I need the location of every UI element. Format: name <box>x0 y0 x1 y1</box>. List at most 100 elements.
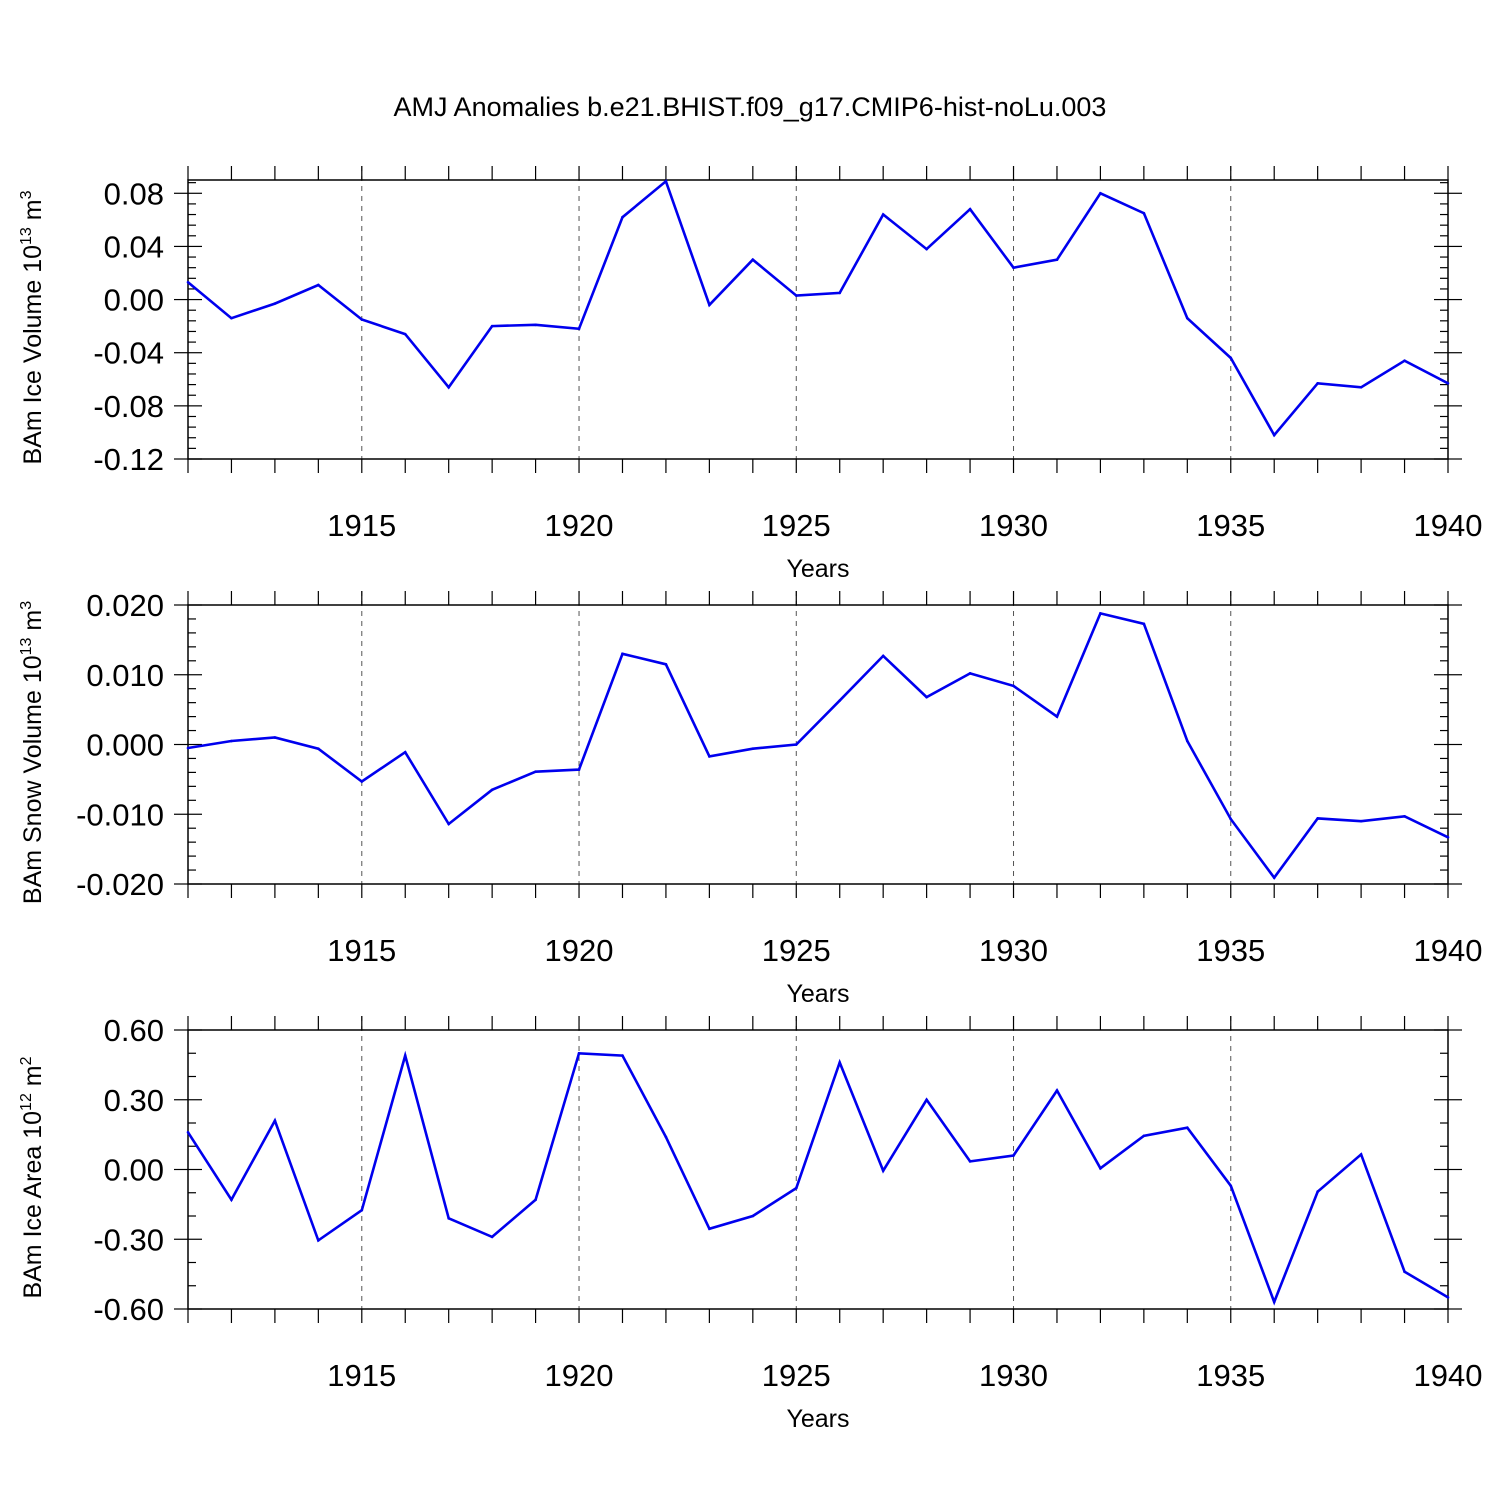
data-point <box>317 747 320 750</box>
y-tick-label: -0.30 <box>93 1222 164 1257</box>
series-line-1 <box>187 179 1449 438</box>
data-point <box>577 1051 581 1055</box>
x-tick-label: 1920 <box>545 508 614 543</box>
x-axis-label: Years <box>786 980 849 1008</box>
data-point <box>360 1208 364 1212</box>
data-point <box>968 1160 972 1163</box>
chart-title: AMJ Anomalies b.e21.BHIST.f09_g17.CMIP6-… <box>394 92 1107 122</box>
x-tick-label: 1940 <box>1414 1358 1483 1393</box>
data-point <box>925 1098 928 1102</box>
data-point <box>1099 191 1102 195</box>
x-axis-label: Years <box>786 1405 849 1433</box>
data-point <box>490 1235 494 1239</box>
data-point <box>1055 1089 1059 1092</box>
y-tick-label: -0.60 <box>93 1292 164 1327</box>
data-point <box>490 788 494 792</box>
data-point <box>186 281 190 284</box>
data-point <box>186 1131 190 1134</box>
panels: 0.08 0.04 0.00 -0.04 -0.08 -0.12 1915 1920 1925 1… <box>18 166 1482 1433</box>
data-point <box>1403 359 1406 362</box>
data-point <box>708 303 711 307</box>
data-point <box>664 662 668 666</box>
x-tick-label: 1925 <box>762 933 831 968</box>
data-point <box>1272 876 1276 880</box>
data-point <box>230 316 233 320</box>
y-tick-label: -0.010 <box>76 797 164 832</box>
data-point <box>447 822 450 826</box>
x-tick-label: 1925 <box>762 1358 831 1393</box>
data-point <box>186 746 190 750</box>
data-point <box>403 332 407 336</box>
data-point <box>1446 835 1450 839</box>
panel-2: 0.020 0.010 0.000 -0.010 -0.020 1915 1920 1925 1… <box>18 588 1482 1008</box>
data-point <box>925 247 928 251</box>
data-point <box>1099 612 1102 615</box>
x-tick-label: 1930 <box>979 1358 1048 1393</box>
x-tick-label: 1930 <box>979 933 1048 968</box>
plot-frame <box>187 1029 1449 1310</box>
y-tick-label: -0.12 <box>93 442 164 477</box>
x-tick-label: 1935 <box>1196 508 1265 543</box>
data-point <box>664 1135 668 1139</box>
series-line-3 <box>186 1050 1449 1306</box>
y-axis-label: BAm Ice Volume 1013 m3 <box>18 190 47 464</box>
data-point <box>838 1061 842 1064</box>
data-point <box>968 672 972 675</box>
data-point <box>534 770 537 774</box>
data-point <box>751 1214 755 1218</box>
y-tick-label: 0.30 <box>104 1083 164 1118</box>
data-point <box>1055 258 1059 262</box>
x-tick-label: 1940 <box>1414 933 1483 968</box>
data-point <box>534 1198 537 1202</box>
y-axis-label: BAm Snow Volume 1013 m3 <box>18 601 47 904</box>
data-point <box>794 1186 798 1190</box>
x-tick-label: 1925 <box>762 508 831 543</box>
data-point <box>621 1054 624 1057</box>
y-tick-label: 0.60 <box>104 1013 164 1048</box>
x-tick-label: 1935 <box>1196 1358 1265 1393</box>
data-point <box>1316 817 1319 820</box>
data-point <box>317 1239 320 1242</box>
data-point <box>534 323 537 327</box>
y-tick-label: -0.04 <box>93 336 164 371</box>
data-point <box>708 1227 711 1231</box>
data-point <box>403 1054 407 1057</box>
data-point <box>1446 381 1450 385</box>
plot-frame <box>187 604 1449 885</box>
data-point <box>1186 1126 1189 1129</box>
data-point <box>751 258 755 262</box>
data-point <box>447 385 450 389</box>
data-point <box>621 652 624 656</box>
data-point <box>1359 1153 1363 1156</box>
y-tick-label: 0.000 <box>86 728 164 763</box>
panel-1: 0.08 0.04 0.00 -0.04 -0.08 -0.12 1915 1920 1925 1… <box>18 166 1482 583</box>
data-point <box>577 327 581 331</box>
data-point <box>968 207 972 211</box>
data-point <box>273 736 277 739</box>
data-point <box>360 780 364 783</box>
data-point <box>273 1119 277 1122</box>
data-point <box>403 750 407 754</box>
data-point <box>1446 1296 1450 1299</box>
data-point <box>794 743 798 746</box>
x-tick-label: 1930 <box>979 508 1048 543</box>
data-point <box>1229 1184 1233 1188</box>
plot-frame <box>187 179 1449 460</box>
data-point <box>881 1169 885 1172</box>
data-point <box>1012 684 1015 688</box>
y-tick-label: 0.00 <box>104 1153 164 1188</box>
x-tick-label: 1935 <box>1196 933 1265 968</box>
data-point <box>751 747 755 750</box>
data-point <box>1359 819 1363 823</box>
data-point <box>577 768 581 771</box>
data-point <box>881 654 885 658</box>
data-point <box>1055 715 1059 718</box>
x-tick-label: 1915 <box>327 508 396 543</box>
data-point <box>621 215 624 219</box>
data-point <box>881 213 885 216</box>
y-tick-label: 0.08 <box>104 176 164 211</box>
y-tick-label: -0.08 <box>93 389 164 424</box>
data-point <box>360 318 364 321</box>
data-point <box>838 699 842 702</box>
